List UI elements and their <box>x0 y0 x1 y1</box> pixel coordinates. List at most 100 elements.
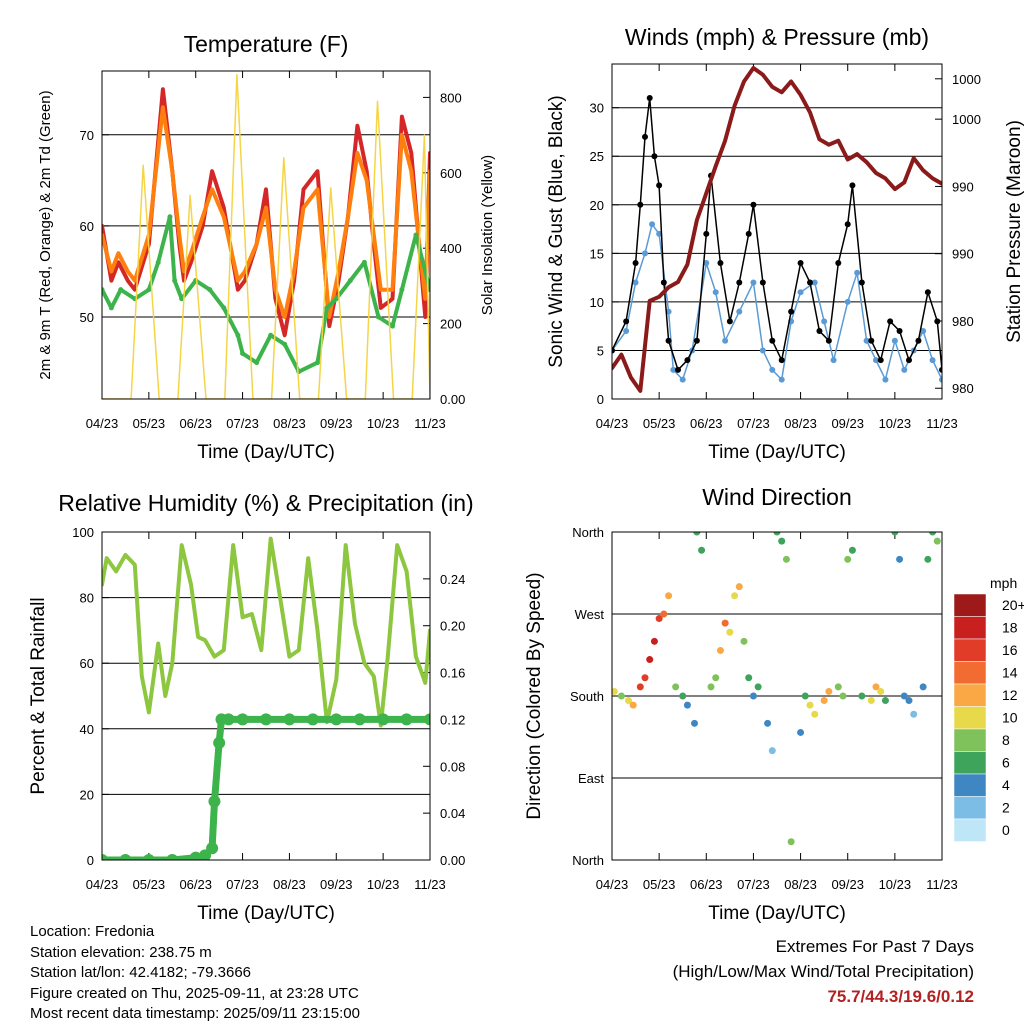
x-tick-label: 06/23 <box>690 877 723 892</box>
y2-tick-label: 1000 <box>952 112 981 127</box>
y-tick-label: 0 <box>597 392 604 407</box>
direction-point <box>839 692 847 700</box>
2m-td-point <box>361 259 367 265</box>
direction-point <box>768 747 776 755</box>
total-precipitation-point <box>353 713 366 726</box>
direction-point <box>867 697 875 705</box>
x-tick-label: 09/23 <box>320 877 353 892</box>
2m-td-point <box>333 296 339 302</box>
x-tick-label: 07/23 <box>737 877 770 892</box>
direction-point <box>872 683 880 691</box>
legend-label: 4 <box>1002 777 1010 793</box>
direction-point <box>691 719 698 727</box>
direction-point <box>811 710 819 718</box>
direction-point <box>834 683 842 691</box>
x-tick-label: 05/23 <box>643 416 676 431</box>
direction-point <box>735 583 743 591</box>
y2-tick-label: 800 <box>440 90 462 105</box>
winds-pressure-panel: Winds (mph) & Pressure (mb) 0 5 10 15 20 25 30 9… <box>546 24 1024 463</box>
x-tick-label: 11/23 <box>414 416 446 431</box>
y-tick-label: 70 <box>80 128 94 143</box>
x-tick-label: 10/23 <box>367 877 400 892</box>
direction-point <box>749 692 757 700</box>
x-tick-label: 08/23 <box>784 877 817 892</box>
legend-label: 10 <box>1002 710 1018 726</box>
legend-label: 12 <box>1002 687 1018 703</box>
total-precipitation-line <box>102 715 430 860</box>
direction-point <box>712 674 720 682</box>
x-tick-label: 04/23 <box>86 877 119 892</box>
x-tick-label: 05/23 <box>133 877 166 892</box>
total-precipitation-point <box>377 713 390 726</box>
2m-td-point <box>268 332 274 338</box>
direction-point <box>782 555 790 563</box>
y-tick-label: 30 <box>590 101 604 116</box>
direction-point <box>764 719 772 727</box>
total-precipitation-point <box>142 854 155 860</box>
x-tick-label: 04/23 <box>596 877 629 892</box>
2m-td-point <box>102 287 105 293</box>
y2-tick-label: 980 <box>952 314 974 329</box>
y-tick-label: 0 <box>87 853 94 868</box>
y2-axis-label: Solar Insolation (Yellow) <box>479 155 496 315</box>
direction-point <box>924 555 932 563</box>
direction-point <box>881 697 889 705</box>
y-tick-label: 60 <box>80 219 94 234</box>
x-tick-label: 05/23 <box>133 416 166 431</box>
y2-tick-label: 0.00 <box>440 853 465 868</box>
direction-point <box>896 555 904 563</box>
direction-point <box>797 728 805 736</box>
solar-insolation-line <box>102 74 430 399</box>
direction-point <box>655 615 663 623</box>
2m-td-point <box>315 360 321 366</box>
y-tick-label: East <box>578 771 604 786</box>
x-tick-label: 07/23 <box>226 416 259 431</box>
direction-point <box>910 710 918 718</box>
legend-swatch <box>953 796 987 820</box>
legend-label: 0 <box>1002 822 1010 838</box>
location-text: Location: Fredonia <box>30 923 155 940</box>
plot-area <box>612 532 941 846</box>
y-axis-label: Percent & Total Rainfall <box>28 597 49 794</box>
direction-point <box>891 532 899 536</box>
y-tick-label: South <box>570 689 604 704</box>
direction-point <box>905 697 913 705</box>
direction-point <box>806 701 814 709</box>
y-tick-label: 5 <box>597 343 604 358</box>
y-tick-label: 60 <box>80 656 94 671</box>
elevation-text: Station elevation: 238.75 m <box>30 943 212 961</box>
x-axis-label: Time (Day/UTC) <box>197 442 335 463</box>
y2-tick-label: 600 <box>440 166 462 181</box>
recent-text: Most recent data timestamp: 2025/09/11 2… <box>30 1005 360 1022</box>
2m-td-point <box>375 314 381 320</box>
direction-point <box>731 592 739 600</box>
x-tick-label: 08/23 <box>784 416 817 431</box>
2m-td-point <box>179 296 185 302</box>
legend-label: 14 <box>1002 665 1018 681</box>
extremes-subtitle: (High/Low/Max Wind/Total Precipitation) <box>672 962 974 981</box>
legend-label: 16 <box>1002 642 1018 658</box>
direction-point <box>844 555 852 563</box>
y-tick-label: 15 <box>590 246 604 261</box>
total-precipitation-point <box>189 851 202 860</box>
direction-point <box>900 692 908 700</box>
total-precipitation-point <box>119 854 132 860</box>
humidity-precip-panel: Relative Humidity (%) & Precipitation (i… <box>28 490 474 924</box>
direction-point <box>629 701 637 709</box>
x-tick-label: 11/23 <box>414 877 446 892</box>
direction-point <box>825 687 833 695</box>
y-tick-label: 40 <box>80 722 94 737</box>
chart-title: Relative Humidity (%) & Precipitation (i… <box>58 490 473 516</box>
direction-point <box>617 692 625 700</box>
wind-direction-panel: Wind Direction North East South West North 04/… <box>524 484 958 924</box>
legend-swatch <box>953 773 987 797</box>
x-tick-label: 06/23 <box>179 877 212 892</box>
direction-point <box>636 683 644 691</box>
station-info: Location: Fredonia Station elevation: 23… <box>30 922 360 1025</box>
extremes-values: 75.7/44.3/19.6/0.12 <box>827 987 974 1006</box>
y-tick-label: 10 <box>590 295 604 310</box>
2m-td-point <box>108 305 114 311</box>
x-tick-label: 04/23 <box>86 416 119 431</box>
x-axis-label: Time (Day/UTC) <box>708 442 846 463</box>
